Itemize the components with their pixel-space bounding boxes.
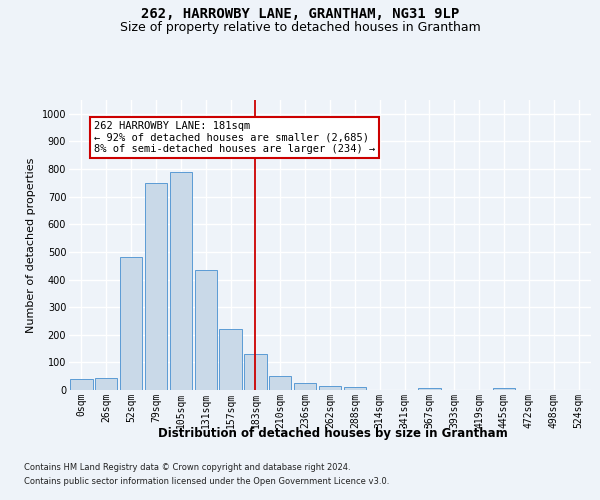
Bar (344, 387, 366, 390)
Bar (70, 379, 92, 390)
Bar (170, 172, 192, 390)
Bar (319, 386, 341, 390)
Text: Contains public sector information licensed under the Open Government Licence v3: Contains public sector information licen… (24, 477, 389, 486)
Text: Contains HM Land Registry data © Crown copyright and database right 2024.: Contains HM Land Registry data © Crown c… (24, 464, 350, 472)
Bar (95, 378, 118, 390)
Bar (418, 388, 440, 390)
Bar (194, 270, 217, 390)
Bar (493, 388, 515, 390)
Bar (244, 354, 266, 390)
Text: 262 HARROWBY LANE: 181sqm
← 92% of detached houses are smaller (2,685)
8% of sem: 262 HARROWBY LANE: 181sqm ← 92% of detac… (94, 120, 375, 154)
Bar (269, 376, 292, 390)
Text: 262, HARROWBY LANE, GRANTHAM, NG31 9LP: 262, HARROWBY LANE, GRANTHAM, NG31 9LP (141, 8, 459, 22)
Bar (145, 183, 167, 390)
Bar (120, 258, 142, 390)
Bar (294, 382, 316, 390)
Text: Size of property relative to detached houses in Grantham: Size of property relative to detached ho… (119, 21, 481, 34)
Text: Distribution of detached houses by size in Grantham: Distribution of detached houses by size … (158, 428, 508, 440)
Bar (220, 329, 242, 390)
Y-axis label: Number of detached properties: Number of detached properties (26, 158, 36, 332)
